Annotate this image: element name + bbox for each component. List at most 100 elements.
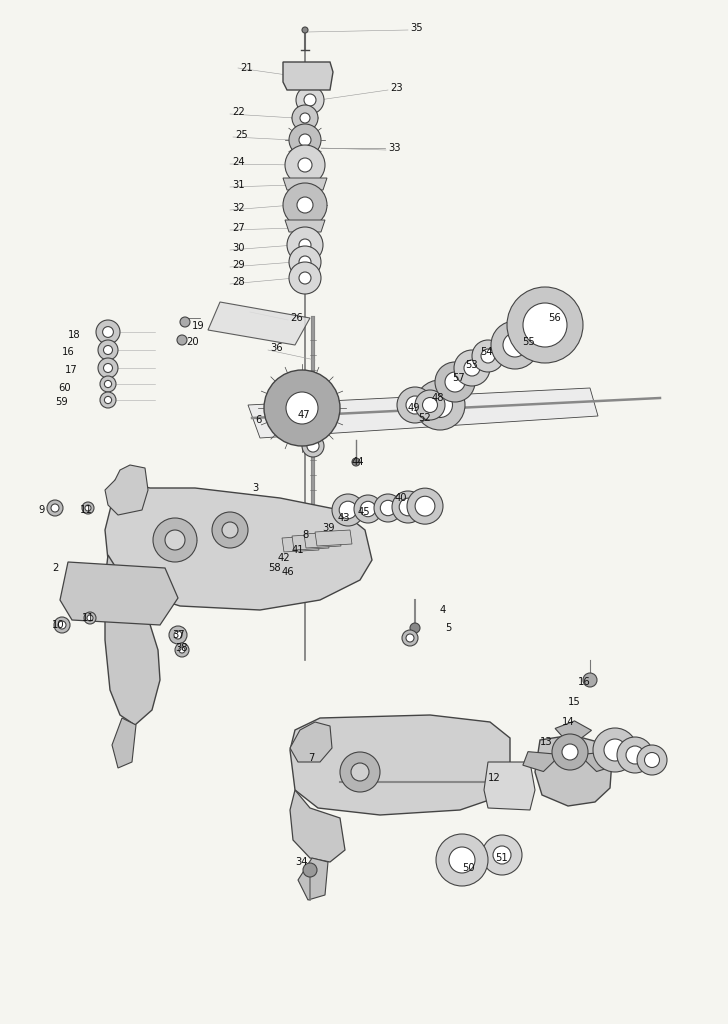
Text: 7: 7 (308, 753, 314, 763)
Circle shape (299, 239, 311, 251)
Circle shape (299, 376, 327, 404)
Text: 50: 50 (462, 863, 475, 873)
Text: 51: 51 (495, 853, 507, 863)
Text: 54: 54 (480, 347, 493, 357)
Circle shape (435, 362, 475, 402)
Polygon shape (555, 721, 591, 746)
Circle shape (617, 737, 653, 773)
Polygon shape (60, 562, 178, 625)
Text: 17: 17 (65, 365, 78, 375)
Text: 4: 4 (440, 605, 446, 615)
Text: 42: 42 (278, 553, 290, 563)
Circle shape (626, 746, 644, 764)
Circle shape (286, 392, 318, 424)
Circle shape (402, 630, 418, 646)
Circle shape (292, 105, 318, 131)
Circle shape (58, 621, 66, 629)
Text: 56: 56 (548, 313, 561, 323)
Circle shape (304, 94, 316, 106)
Circle shape (464, 360, 480, 376)
Circle shape (104, 380, 111, 388)
Circle shape (299, 134, 311, 146)
Circle shape (47, 500, 63, 516)
Text: 21: 21 (240, 63, 253, 73)
Text: 2: 2 (52, 563, 58, 573)
Circle shape (297, 197, 313, 213)
Circle shape (380, 501, 396, 516)
Circle shape (303, 863, 317, 877)
Text: 38: 38 (175, 643, 188, 653)
Circle shape (307, 440, 319, 452)
Polygon shape (112, 718, 136, 768)
Circle shape (436, 834, 488, 886)
Text: 22: 22 (232, 106, 245, 117)
Circle shape (637, 745, 667, 775)
Polygon shape (298, 858, 328, 900)
Text: 36: 36 (270, 343, 282, 353)
Circle shape (407, 488, 443, 524)
Circle shape (360, 502, 376, 517)
Circle shape (212, 512, 248, 548)
Circle shape (302, 399, 324, 421)
Circle shape (392, 490, 424, 523)
Polygon shape (290, 715, 510, 815)
Polygon shape (105, 555, 160, 725)
Circle shape (374, 494, 402, 522)
Text: 47: 47 (298, 410, 311, 420)
Text: 40: 40 (395, 493, 408, 503)
Circle shape (51, 504, 59, 512)
Text: 29: 29 (232, 260, 245, 270)
Circle shape (298, 65, 318, 85)
Text: 30: 30 (232, 243, 245, 253)
Circle shape (289, 262, 321, 294)
Circle shape (296, 86, 324, 114)
Circle shape (103, 345, 113, 354)
Circle shape (302, 27, 308, 33)
Text: 31: 31 (232, 180, 245, 190)
Text: 57: 57 (452, 373, 464, 383)
Text: 14: 14 (562, 717, 574, 727)
Circle shape (406, 396, 424, 414)
Circle shape (87, 615, 93, 621)
Circle shape (169, 626, 187, 644)
Circle shape (103, 364, 113, 373)
Text: 60: 60 (58, 383, 71, 393)
Text: 20: 20 (186, 337, 199, 347)
Circle shape (415, 497, 435, 516)
Circle shape (354, 495, 382, 523)
Circle shape (54, 617, 70, 633)
Circle shape (562, 744, 578, 760)
Circle shape (153, 518, 197, 562)
Text: 13: 13 (540, 737, 553, 746)
Text: 32: 32 (232, 203, 245, 213)
Text: 28: 28 (232, 278, 245, 287)
Text: 46: 46 (282, 567, 295, 577)
Polygon shape (105, 465, 148, 515)
Text: 10: 10 (52, 620, 65, 630)
Circle shape (175, 643, 189, 657)
Circle shape (264, 370, 340, 446)
Text: 3: 3 (252, 483, 258, 493)
Polygon shape (315, 530, 352, 546)
Circle shape (287, 227, 323, 263)
Circle shape (299, 414, 327, 442)
Text: 24: 24 (232, 157, 245, 167)
Text: 16: 16 (62, 347, 75, 357)
Circle shape (644, 753, 660, 768)
Circle shape (180, 317, 190, 327)
Text: 8: 8 (302, 530, 308, 540)
Circle shape (174, 631, 182, 639)
Text: 15: 15 (568, 697, 581, 707)
Circle shape (493, 846, 511, 864)
Circle shape (449, 847, 475, 873)
Circle shape (507, 287, 583, 362)
Circle shape (340, 752, 380, 792)
Circle shape (305, 420, 321, 435)
Polygon shape (579, 752, 617, 771)
Text: 12: 12 (488, 773, 501, 783)
Polygon shape (105, 480, 372, 610)
Circle shape (82, 502, 94, 514)
Text: 11: 11 (82, 613, 95, 623)
Text: 53: 53 (465, 360, 478, 370)
Circle shape (593, 728, 637, 772)
